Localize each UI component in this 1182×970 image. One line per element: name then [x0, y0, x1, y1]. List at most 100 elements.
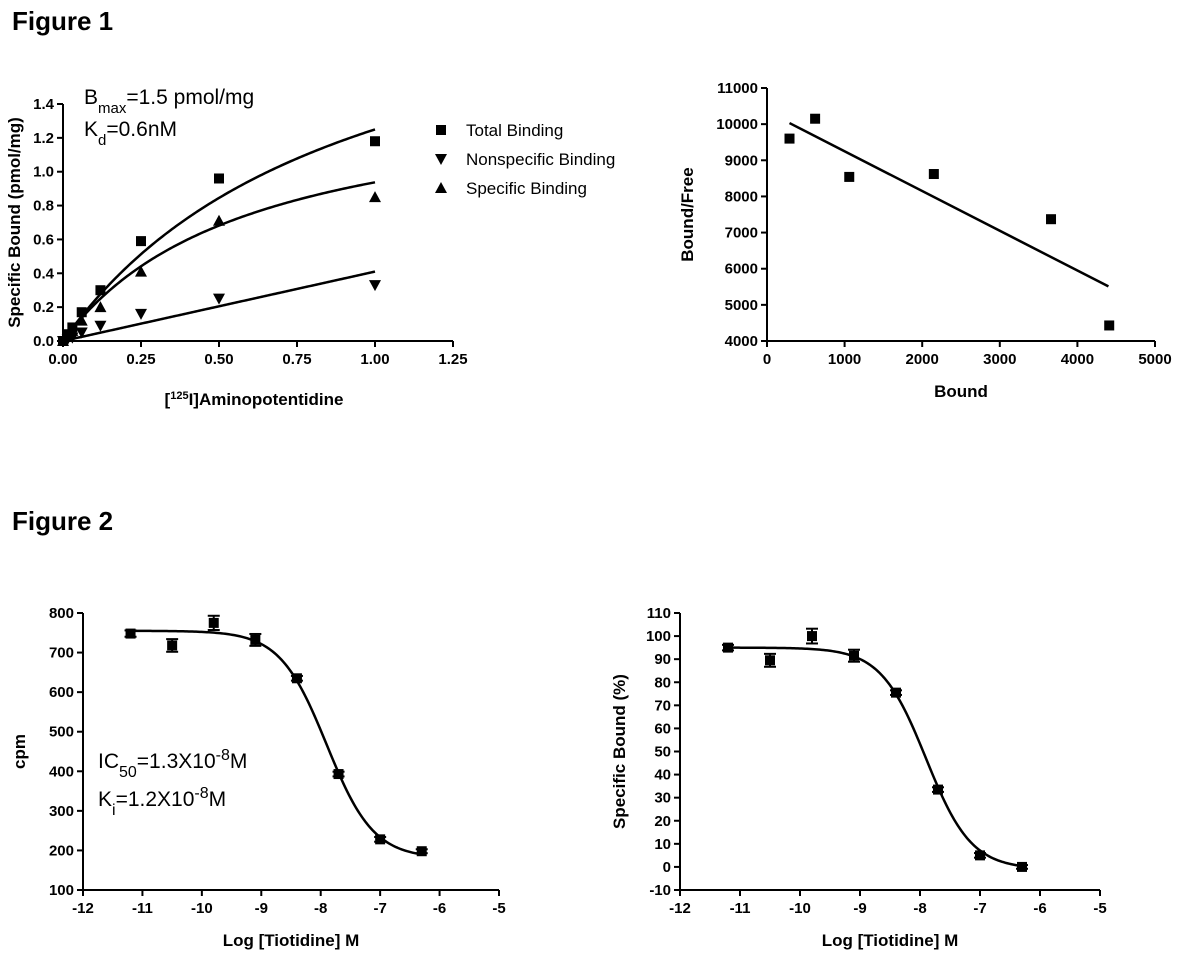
chart-scatchard: 0 1000 2000 3000 4000 5000 4000 5000 6000 7000 800…: [678, 80, 1172, 401]
x-tick-label: 1000: [828, 351, 861, 368]
y-tick-label: 6000: [725, 261, 758, 278]
data-point: [75, 327, 88, 339]
x-tick-label: 0.25: [126, 351, 155, 368]
x-tick-label: 2000: [906, 351, 939, 368]
data-point: [369, 191, 381, 203]
data-point: [1017, 861, 1027, 872]
x-tick-label: 4000: [1061, 351, 1094, 368]
y-tick-label: 80: [654, 674, 671, 691]
x-axis-title: Bound: [934, 382, 988, 401]
bmax-annotation: Bmax=1.5 pmol/mg: [84, 86, 254, 117]
y-tick-label: 0: [663, 859, 671, 876]
x-tick-label: -8: [314, 900, 327, 917]
legend-marker: [435, 154, 447, 165]
x-tick-label: 0.75: [282, 351, 311, 368]
data-point: [765, 655, 775, 666]
figure-1-title: Figure 1: [12, 6, 114, 36]
data-point: [369, 280, 381, 292]
data-point: [849, 650, 859, 661]
x-tick-label: 1.00: [360, 351, 389, 368]
x-tick-label: 1.25: [438, 351, 467, 368]
data-point: [723, 642, 733, 653]
y-tick-label: 90: [654, 651, 671, 668]
x-tick-label: -9: [255, 900, 268, 917]
y-tick-label: 4000: [725, 333, 758, 350]
y-tick-label: 7000: [725, 225, 758, 242]
x-tick-label: -7: [973, 900, 986, 917]
x-tick-label: -7: [373, 900, 386, 917]
y-axis-title: Specific Bound (pmol/mg): [5, 117, 24, 328]
data-point: [807, 631, 817, 642]
y-tick-label: 9000: [725, 152, 758, 169]
y-tick-label: 500: [49, 724, 74, 741]
y-tick-label: 700: [49, 645, 74, 662]
x-tick-label: -11: [730, 900, 751, 917]
y-tick-label: 1.2: [33, 130, 54, 147]
x-tick-label: -12: [669, 900, 691, 917]
x-tick-label: 0.00: [48, 351, 77, 368]
y-axis-title: Specific Bound (%): [610, 674, 629, 829]
ic50-annotation: IC50=1.3X10-8M: [98, 747, 247, 781]
data-point: [1046, 214, 1057, 225]
y-tick-label: 1.0: [33, 164, 54, 181]
data-point: [213, 293, 225, 305]
y-tick-label: 0.0: [33, 333, 54, 350]
data-point: [933, 784, 943, 795]
fit-curve: [61, 181, 376, 342]
legend-label: Nonspecific Binding: [466, 150, 615, 169]
data-point: [208, 617, 219, 628]
data-point: [135, 265, 147, 277]
y-tick-label: 5000: [725, 297, 758, 314]
y-tick-label: 800: [49, 605, 74, 622]
data-point: [66, 324, 79, 336]
y-tick-label: 110: [647, 605, 671, 622]
fit-curve: [130, 629, 422, 856]
x-tick-label: -6: [433, 900, 446, 917]
data-point: [94, 301, 107, 313]
data-point: [375, 834, 386, 845]
x-tick-label: 3000: [983, 351, 1016, 368]
data-point: [370, 136, 380, 147]
y-tick-label: 50: [654, 744, 671, 761]
data-point: [416, 846, 427, 857]
x-tick-label: -6: [1033, 900, 1046, 917]
y-tick-label: -10: [649, 882, 671, 899]
data-point: [167, 640, 178, 651]
y-tick-label: 11000: [717, 80, 758, 97]
x-tick-label: -8: [913, 900, 926, 917]
x-tick-label: -10: [191, 900, 213, 917]
y-tick-label: 0.6: [33, 231, 54, 248]
legend-label: Total Binding: [466, 121, 563, 140]
chart-competition-percent: -12 -11 -10 -9 -8 -7 -6 -5 -10 0 10 20 30 40 50 60 70 80 9…: [610, 605, 1107, 950]
regression-line: [788, 121, 1110, 288]
x-axis-title: Log [Tiotidine] M: [822, 931, 959, 950]
y-tick-label: 1.4: [33, 96, 55, 113]
data-point: [95, 285, 106, 296]
data-point: [928, 169, 939, 180]
legend-marker: [435, 182, 447, 193]
y-tick-label: 40: [654, 767, 671, 784]
data-point: [75, 314, 88, 326]
data-point: [136, 236, 146, 247]
x-axis-title: [125I]Aminopotentidine: [165, 390, 344, 409]
y-tick-label: 200: [49, 842, 74, 859]
data-point: [975, 850, 985, 861]
y-tick-label: 8000: [725, 188, 758, 205]
y-tick-label: 0.8: [33, 198, 54, 215]
x-tick-label: 0.50: [204, 351, 233, 368]
x-tick-label: -5: [492, 900, 505, 917]
y-tick-label: 400: [49, 763, 74, 780]
data-point: [214, 173, 224, 184]
y-tick-label: 600: [49, 684, 74, 701]
y-axis-title: cpm: [10, 734, 29, 769]
x-tick-label: -9: [853, 900, 866, 917]
y-tick-label: 30: [654, 790, 671, 807]
data-point: [125, 628, 136, 639]
data-point: [94, 320, 107, 332]
y-tick-label: 100: [49, 882, 74, 899]
kd-annotation: Kd=0.6nM: [84, 118, 177, 149]
x-tick-label: -5: [1093, 900, 1106, 917]
data-point: [891, 687, 901, 698]
y-tick-label: 0.4: [33, 265, 55, 282]
